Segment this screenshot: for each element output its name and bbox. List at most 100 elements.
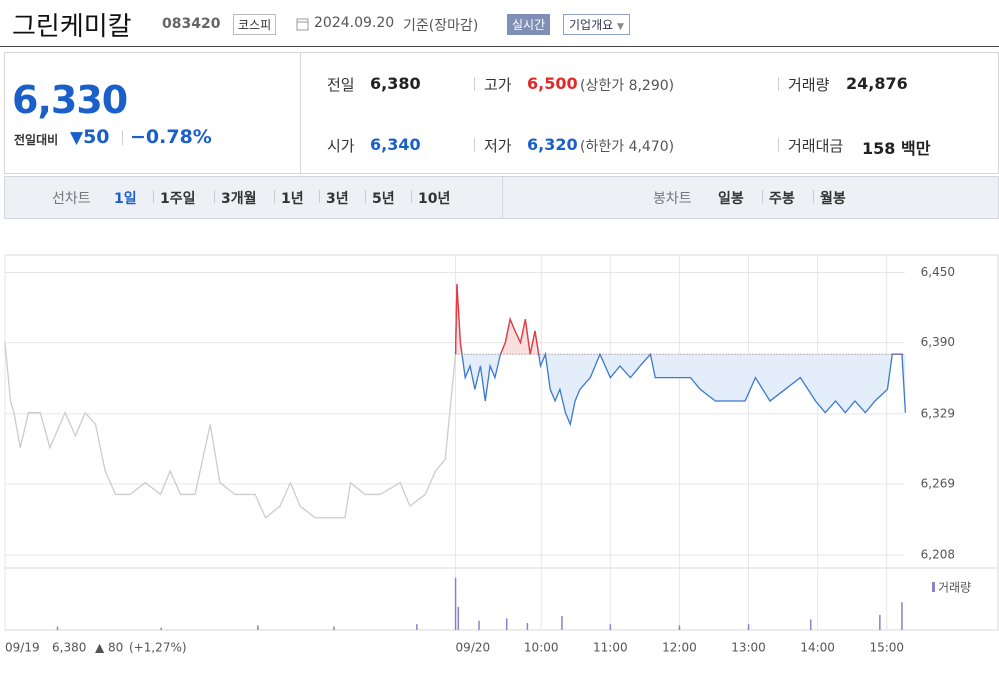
amount: 158 bbox=[862, 139, 896, 158]
tab-separator bbox=[153, 190, 154, 203]
change-amount: 50 bbox=[83, 126, 110, 148]
tab-separator bbox=[762, 190, 763, 203]
change-value: ▼50 bbox=[70, 126, 110, 148]
company-info-button[interactable]: 기업개요 ▼ bbox=[563, 14, 630, 35]
item-value: 6,340 bbox=[370, 135, 421, 154]
tab-label: 봉차트 bbox=[653, 191, 692, 207]
x-tick-label: 11:00 bbox=[593, 641, 628, 655]
volume-bar bbox=[809, 619, 812, 630]
y-tick-label: 6,208 bbox=[921, 548, 955, 562]
volume-legend-swatch bbox=[932, 582, 935, 592]
period-tab[interactable]: 3개월 bbox=[221, 191, 257, 207]
volume-bar bbox=[561, 616, 563, 630]
item-label: 거래대금 bbox=[788, 137, 844, 155]
volume-bar bbox=[333, 626, 335, 630]
plot-frame bbox=[4, 254, 999, 569]
company-info-text: 기업개요 bbox=[569, 18, 614, 32]
volume-bar bbox=[478, 620, 480, 630]
item-value: 6,320 bbox=[527, 135, 578, 154]
y-tick-label: 6,329 bbox=[921, 406, 955, 420]
candle-tab[interactable]: 주봉 bbox=[769, 191, 795, 207]
y-tick-label: 6,450 bbox=[921, 265, 955, 279]
y-tick-label: 6,269 bbox=[921, 476, 955, 490]
volume-bar bbox=[901, 602, 903, 630]
item-value: 24,876 bbox=[846, 74, 908, 93]
current-price: 6,330 bbox=[12, 78, 128, 122]
realtime-button[interactable]: 실시간 bbox=[507, 14, 551, 35]
item-label: 거래량 bbox=[788, 76, 830, 94]
x-tick-label: 09/19 bbox=[5, 641, 40, 655]
volume-bar bbox=[505, 618, 508, 630]
x-tick-label: 14:00 bbox=[800, 641, 835, 655]
x-tick-label: 09/20 bbox=[456, 641, 491, 655]
item-value: 6,500 bbox=[527, 74, 578, 93]
volume-legend: 거래량 bbox=[938, 581, 971, 595]
prev-rate: (+1,27%) bbox=[129, 641, 187, 655]
market-badge: 코스피 bbox=[233, 14, 277, 35]
item-sub: (상한가 8,290) bbox=[580, 78, 675, 94]
x-tick-label: 10:00 bbox=[524, 641, 559, 655]
sub-value: 4,470 bbox=[628, 139, 669, 155]
summary-divider bbox=[300, 52, 301, 174]
candle-tab[interactable]: 월봉 bbox=[820, 191, 846, 207]
item-label: 전일 bbox=[327, 76, 355, 94]
volume-bar bbox=[160, 627, 162, 630]
volume-bar bbox=[526, 623, 529, 630]
volume-bar bbox=[879, 614, 881, 630]
item-value: 6,380 bbox=[370, 74, 421, 93]
period-tab[interactable]: 10년 bbox=[418, 191, 451, 207]
volume-bar bbox=[416, 624, 418, 630]
tab-separator bbox=[365, 190, 366, 203]
chart: 6,450 6,390 6,329 6,269 6,208 09/19 09/20 10:00… bbox=[4, 254, 999, 655]
sub-value: 8,290 bbox=[628, 78, 669, 94]
x-tick-label: 13:00 bbox=[731, 641, 766, 655]
calendar-icon bbox=[296, 18, 309, 31]
tab-label: 선차트 bbox=[52, 191, 91, 207]
unit: 백만 bbox=[900, 139, 931, 158]
base-note: 기준(장마감) bbox=[403, 18, 479, 34]
stock-title: 그린케미칼 bbox=[12, 12, 132, 42]
change-rate: −0.78% bbox=[130, 126, 212, 148]
area-below bbox=[461, 354, 906, 425]
tab-separator bbox=[274, 190, 275, 203]
item-label: 고가 bbox=[484, 76, 512, 94]
volume-bar bbox=[457, 606, 460, 630]
sub-label: 하한가 bbox=[585, 139, 625, 155]
sub-label: 상한가 bbox=[585, 78, 625, 94]
volume-bar bbox=[257, 625, 259, 630]
up-arrow: ▲ bbox=[95, 641, 105, 655]
volume-frame bbox=[4, 567, 999, 631]
item-label: 시가 bbox=[327, 137, 355, 155]
period-tab[interactable]: 1주일 bbox=[160, 191, 196, 207]
price-line bbox=[4, 342, 457, 519]
tab-separator bbox=[319, 190, 320, 203]
tab-bar bbox=[4, 176, 999, 219]
item-label: 저가 bbox=[484, 137, 512, 155]
volume-bar bbox=[747, 624, 750, 630]
x-tick-label: 15:00 bbox=[869, 641, 904, 655]
chart-body: 6,450 6,390 6,329 6,269 6,208 09/19 09/20 10:00… bbox=[4, 254, 999, 655]
item-sub: (하한가 4,470) bbox=[580, 139, 675, 155]
period-tab[interactable]: 1년 bbox=[281, 191, 304, 207]
period-tab[interactable]: 1일 bbox=[114, 191, 137, 207]
volume-bar bbox=[454, 577, 457, 630]
volume-bar bbox=[678, 625, 681, 630]
y-tick-label: 6,390 bbox=[921, 335, 955, 349]
base-date: 2024.09.20 bbox=[314, 15, 395, 31]
period-tab[interactable]: 5년 bbox=[372, 191, 395, 207]
stock-code: 083420 bbox=[162, 16, 221, 32]
tab-separator bbox=[411, 190, 412, 203]
candle-tab[interactable]: 일봉 bbox=[718, 191, 744, 207]
prev-close: 6,380 bbox=[52, 641, 86, 655]
price-line bbox=[454, 284, 907, 427]
item-value: 158 백만 bbox=[862, 135, 930, 159]
change-label: 전일대비 bbox=[14, 133, 59, 147]
x-tick-label: 12:00 bbox=[662, 641, 697, 655]
tab-separator bbox=[813, 190, 814, 203]
volume-bar bbox=[609, 624, 612, 630]
tab-divider bbox=[502, 177, 503, 218]
period-tab[interactable]: 3년 bbox=[326, 191, 349, 207]
header-rule bbox=[0, 46, 999, 47]
volume-bar bbox=[56, 626, 59, 630]
